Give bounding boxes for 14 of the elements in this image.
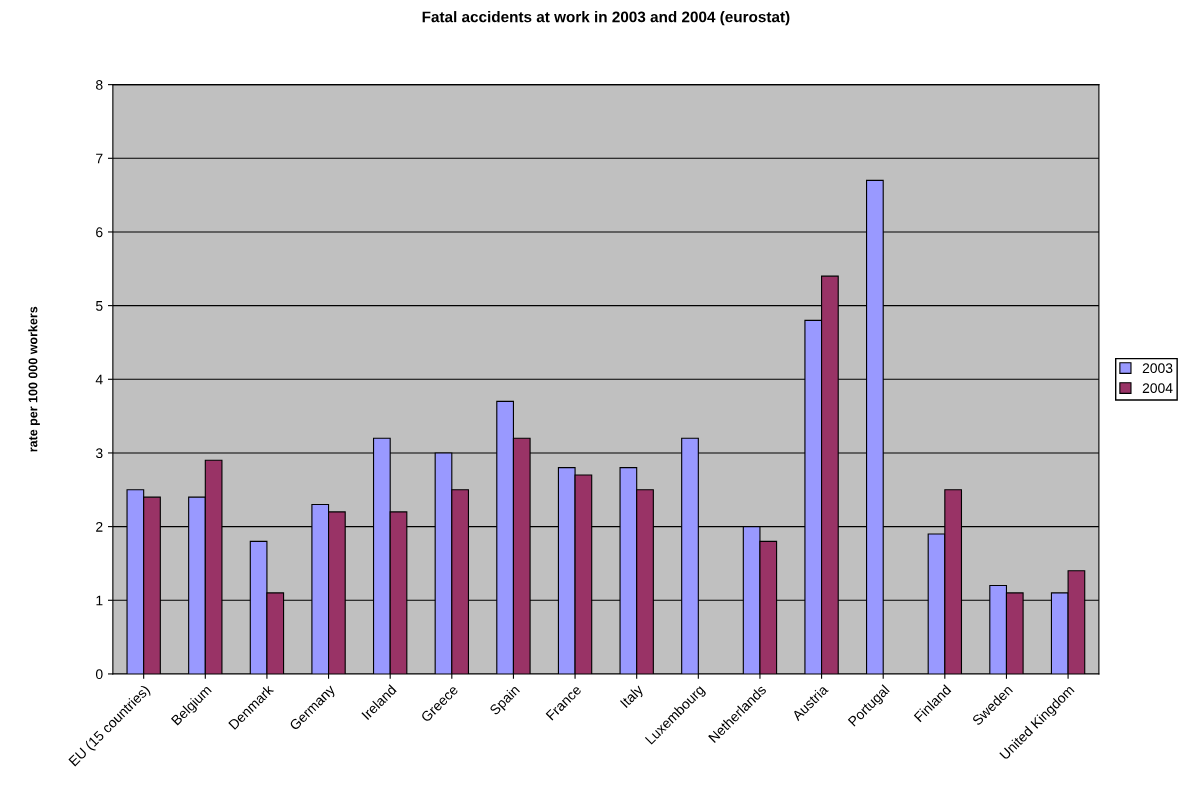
y-tick-label: 7 [96,153,103,164]
legend-label: 2003 [1142,363,1173,374]
legend-label: 2004 [1142,383,1173,394]
y-tick-label: 4 [95,374,103,385]
y-tick-label: 3 [95,448,103,459]
chart-title: Fatal accidents at work in 2003 and 2004 (eurostat) [422,11,790,26]
y-tick-label: 8 [96,79,103,90]
y-axis-title: rate per 100 000 workers [28,306,40,452]
y-tick-label: 6 [96,227,103,238]
x-tick-label: Italy [619,683,646,710]
y-tick-label: 2 [96,521,103,532]
y-tick-label: 1 [96,595,103,606]
y-tick-label: 0 [95,669,103,680]
y-tick-label: 5 [95,301,103,311]
